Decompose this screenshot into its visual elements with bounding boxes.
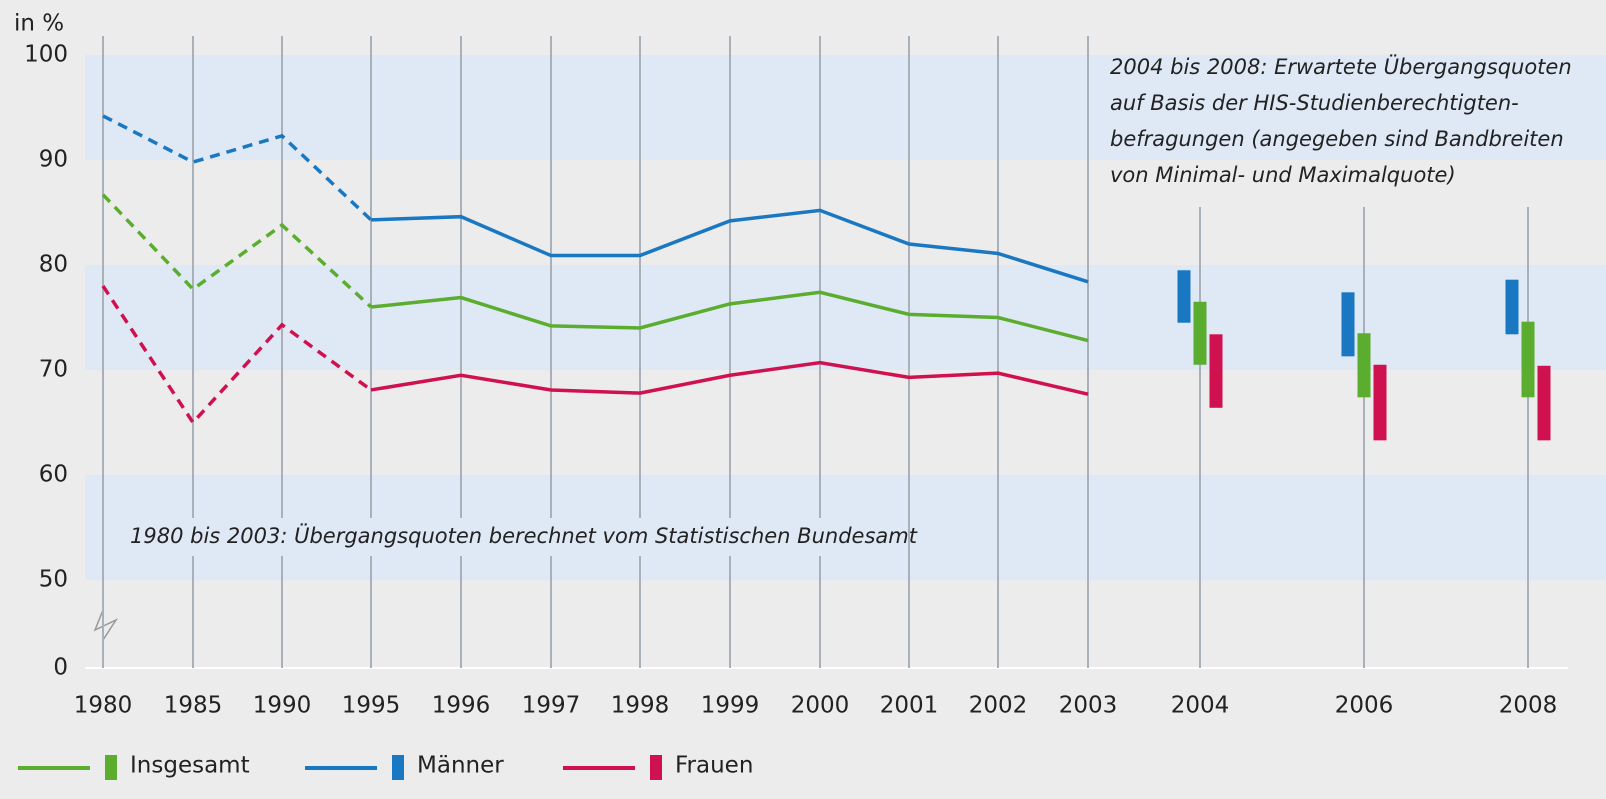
range-bar bbox=[1209, 334, 1223, 408]
axis-break bbox=[93, 609, 119, 641]
legend-label: Männer bbox=[417, 753, 504, 779]
x-tick-label: 2006 bbox=[1335, 693, 1394, 719]
range-bar bbox=[1537, 365, 1551, 441]
annotation: 2004 bis 2008: Erwartete Übergangsquoten bbox=[1110, 54, 1572, 79]
legend-label: Frauen bbox=[675, 753, 753, 779]
annotation: 1980 bis 2003: Übergangsquoten berechnet… bbox=[130, 523, 918, 548]
y-axis-label: in % bbox=[14, 11, 64, 37]
annotation: von Minimal- und Maximalquote) bbox=[1110, 163, 1456, 187]
y-tick-label: 80 bbox=[39, 252, 68, 278]
x-tick-label: 1980 bbox=[74, 693, 133, 719]
y-tick-label: 70 bbox=[39, 357, 68, 383]
legend-label: Insgesamt bbox=[130, 753, 250, 779]
legend-bar bbox=[105, 755, 117, 780]
band bbox=[85, 55, 1606, 160]
y-tick-label: 60 bbox=[39, 462, 68, 488]
x-tick-label: 2003 bbox=[1059, 693, 1118, 719]
range-bar bbox=[1357, 333, 1371, 398]
x-tick-label: 1985 bbox=[164, 693, 223, 719]
range-bar bbox=[1177, 270, 1191, 323]
range-bar bbox=[1193, 301, 1207, 365]
x-tick-label: 2002 bbox=[969, 693, 1028, 719]
x-tick-label: 1998 bbox=[611, 693, 670, 719]
y-tick-label: 50 bbox=[39, 567, 68, 593]
series-line bbox=[370, 208, 1089, 284]
series-line-dashed bbox=[102, 114, 373, 222]
range-bar bbox=[1505, 279, 1519, 335]
note-bg bbox=[122, 518, 892, 556]
series-line bbox=[370, 290, 1089, 343]
x-tick-label: 1997 bbox=[522, 693, 581, 719]
range-bar bbox=[1521, 321, 1535, 398]
x-tick-label: 2001 bbox=[880, 693, 939, 719]
legend-bar bbox=[392, 755, 404, 780]
x-tick-label: 2000 bbox=[791, 693, 850, 719]
x-tick-label: 2004 bbox=[1171, 693, 1230, 719]
x-tick-label: 2008 bbox=[1499, 693, 1558, 719]
band bbox=[85, 265, 1606, 370]
x-tick-label: 1990 bbox=[253, 693, 312, 719]
y-tick-label: 90 bbox=[39, 147, 68, 173]
legend-bar bbox=[650, 755, 662, 780]
x-tick-label: 1995 bbox=[342, 693, 401, 719]
x-tick-label: 1999 bbox=[701, 693, 760, 719]
annotation: auf Basis der HIS-Studienberechtigten- bbox=[1110, 91, 1519, 115]
range-bar bbox=[1341, 292, 1355, 357]
y-tick-label: 100 bbox=[24, 42, 68, 68]
x-tick-label: 1996 bbox=[432, 693, 491, 719]
series-line-dashed bbox=[101, 285, 373, 426]
annotation: befragungen (angegeben sind Bandbreiten bbox=[1110, 127, 1564, 151]
y-tick-label: 0 bbox=[53, 655, 68, 681]
range-bar bbox=[1373, 364, 1387, 441]
series-line bbox=[370, 360, 1089, 396]
